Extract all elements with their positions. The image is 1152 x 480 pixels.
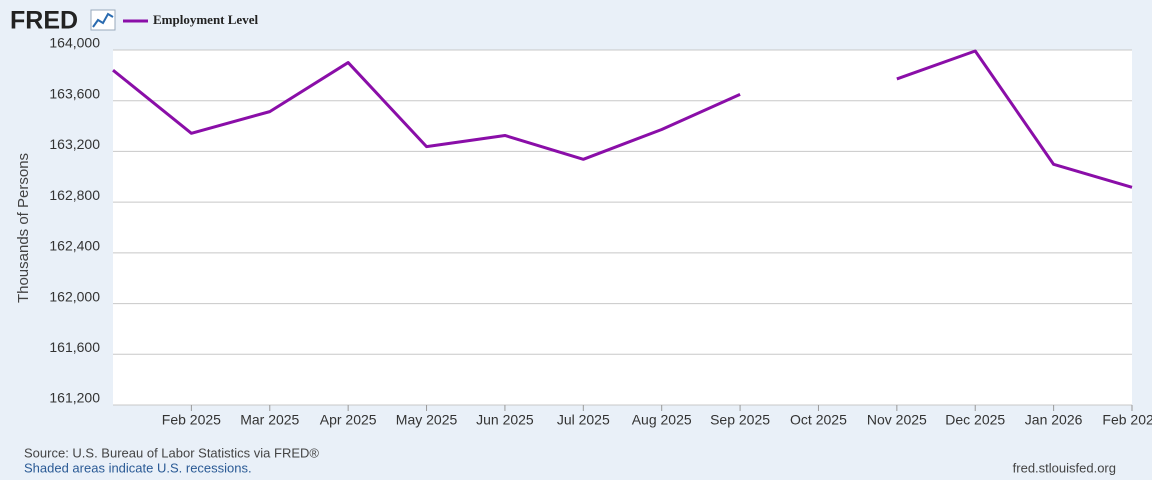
site-link[interactable]: fred.stlouisfed.org [1013,460,1116,475]
x-tick-label: Dec 2025 [945,412,1005,428]
logo-icon [90,9,116,31]
y-tick-label: 162,800 [49,187,100,203]
logo: FRED [10,7,78,35]
recession-note[interactable]: Shaded areas indicate U.S. recessions. [24,460,252,475]
plot-area [113,50,1132,405]
y-tick-label: 163,600 [49,85,100,101]
x-tick-label: Mar 2025 [240,412,299,428]
x-tick-label: Jul 2025 [557,412,610,428]
y-tick-label: 162,000 [49,288,100,304]
x-tick-label: May 2025 [396,412,458,428]
x-tick-label: Feb 2025 [162,412,221,428]
x-tick-label: Jun 2025 [476,412,534,428]
x-tick-label: Apr 2025 [320,412,377,428]
x-tick-label: Oct 2025 [790,412,847,428]
y-tick-label: 164,000 [49,35,100,51]
source-note: Source: U.S. Bureau of Labor Statistics … [24,445,319,460]
x-tick-label: Nov 2025 [867,412,927,428]
series-line [112,49,1133,189]
y-axis-label: Thousands of Persons [15,153,32,303]
y-tick-label: 161,200 [49,390,100,406]
x-tick-label: Aug 2025 [632,412,692,428]
x-tick-label: Feb 2026 [1102,412,1152,428]
y-tick-label: 162,400 [49,238,100,254]
x-tick-label: Sep 2025 [710,412,770,428]
y-tick-label: 163,200 [49,136,100,152]
y-tick-label: 161,600 [49,339,100,355]
legend-label: Employment Level [153,12,258,27]
x-tick-label: Jan 2026 [1025,412,1083,428]
